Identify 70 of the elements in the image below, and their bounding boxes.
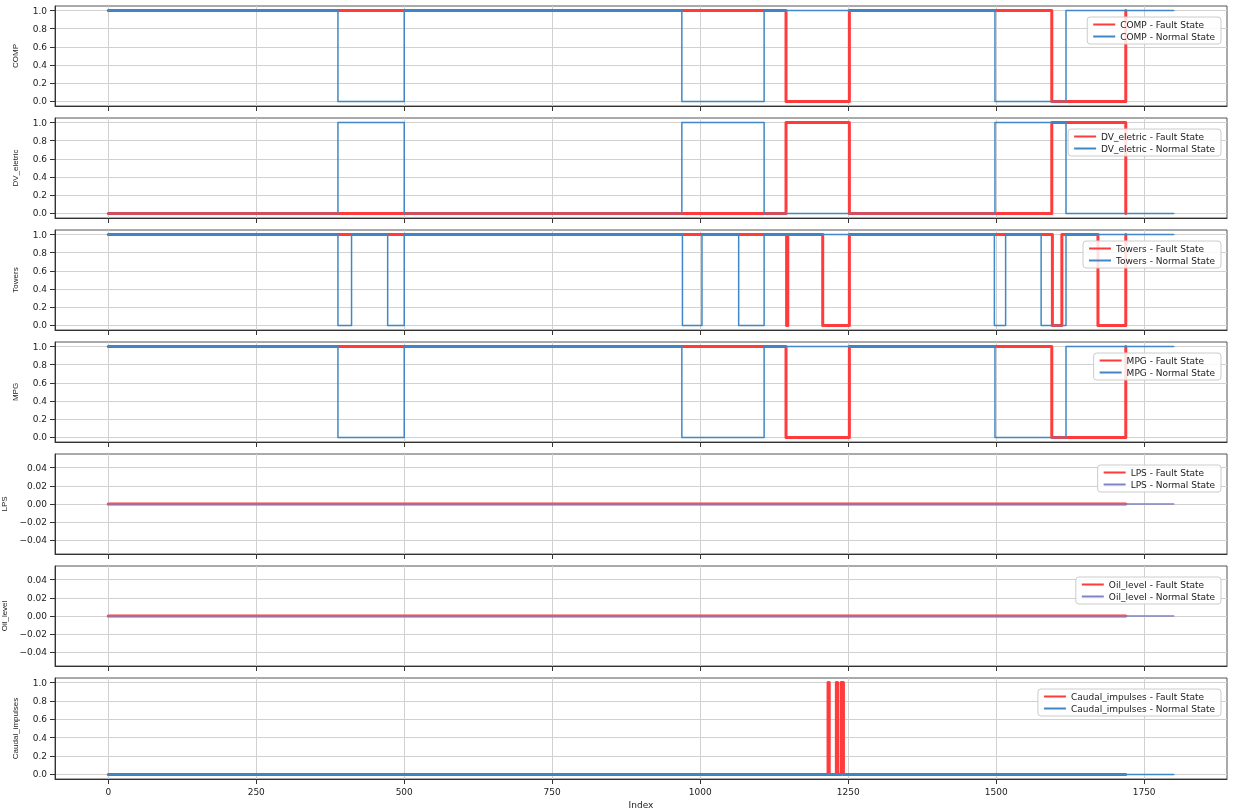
y-tick-label: 0.6 <box>32 377 48 388</box>
legend-label: LPS - Fault State <box>1130 467 1205 478</box>
y-tick-label: −0.02 <box>19 629 47 640</box>
x-tick-label: 1750 <box>1132 786 1156 797</box>
legend-label: DV_eletric - Normal State <box>1101 143 1216 154</box>
x-tick-label: 1250 <box>836 786 860 797</box>
legend-label: Towers - Normal State <box>1115 255 1216 266</box>
y-tick-label: 0.02 <box>26 592 47 603</box>
y-tick-label: 1.0 <box>32 677 48 688</box>
x-tick-label: 250 <box>247 786 266 797</box>
y-tick-label: 0.2 <box>32 751 47 762</box>
y-tick-label: 1.0 <box>32 117 48 128</box>
x-tick-label: 1500 <box>984 786 1008 797</box>
y-tick-label: 0.8 <box>32 247 48 258</box>
y-tick-label: 0.04 <box>26 574 48 585</box>
y-tick-label: 0.0 <box>32 208 48 219</box>
y-tick-label: 0.2 <box>32 190 47 201</box>
y-axis-title: Towers <box>10 267 20 293</box>
legend-label: MPG - Normal State <box>1126 367 1216 378</box>
y-axis-title: DV_eletric <box>10 149 20 187</box>
y-tick-label: 0.8 <box>32 23 48 34</box>
legend-label: LPS - Normal State <box>1130 479 1216 490</box>
legend-label: Oil_level - Normal State <box>1108 591 1216 602</box>
y-axis-title: LPS <box>0 496 10 512</box>
y-tick-label: 0.0 <box>32 432 48 443</box>
y-tick-label: 0.4 <box>32 284 48 295</box>
y-tick-label: 0.6 <box>32 265 48 276</box>
y-tick-label: 0.0 <box>32 769 48 780</box>
y-tick-label: 0.2 <box>32 414 47 425</box>
x-axis-title: Index <box>628 800 655 809</box>
y-tick-label: −0.04 <box>19 647 48 658</box>
y-tick-label: 1.0 <box>32 229 48 240</box>
legend-label: MPG - Fault State <box>1126 355 1205 366</box>
x-tick-label: 500 <box>395 786 414 797</box>
y-tick-label: 0.8 <box>32 359 48 370</box>
y-tick-label: 0.2 <box>32 302 47 313</box>
y-tick-label: 0.6 <box>32 41 48 52</box>
y-tick-label: 0.4 <box>32 60 48 71</box>
y-tick-label: −0.02 <box>19 517 47 528</box>
y-tick-label: 0.00 <box>26 611 48 621</box>
y-axis-title: MPG <box>10 382 20 402</box>
y-tick-label: 0.02 <box>26 480 47 491</box>
legend-label: Caudal_impulses - Fault State <box>1070 691 1205 702</box>
y-tick-label: 0.0 <box>32 96 48 107</box>
legend-label: COMP - Fault State <box>1120 19 1205 30</box>
y-tick-label: 0.8 <box>32 135 48 146</box>
legend-label: COMP - Normal State <box>1120 31 1216 42</box>
legend-label: Oil_level - Fault State <box>1108 579 1205 590</box>
y-tick-label: 0.4 <box>32 172 48 183</box>
y-tick-label: 0.04 <box>26 462 48 473</box>
x-tick-label: 0 <box>105 786 112 797</box>
legend-label: DV_eletric - Fault State <box>1101 131 1205 142</box>
y-tick-label: −0.04 <box>19 535 48 546</box>
y-tick-label: 0.6 <box>32 153 48 164</box>
legend-label: Towers - Fault State <box>1115 243 1205 254</box>
y-tick-label: 0.6 <box>32 714 48 725</box>
x-tick-label: 1000 <box>688 786 712 797</box>
y-tick-label: 1.0 <box>32 5 48 16</box>
y-tick-label: 0.8 <box>32 695 48 706</box>
y-axis-title: Oil_level <box>0 600 10 632</box>
y-tick-label: 0.0 <box>32 320 48 331</box>
y-axis-title: COMP <box>10 44 20 68</box>
x-tick-label: 750 <box>543 786 562 797</box>
y-tick-label: 0.2 <box>32 78 47 89</box>
y-axis-title: Caudal_impulses <box>10 697 20 760</box>
y-tick-label: 0.4 <box>32 732 48 743</box>
y-tick-label: 0.00 <box>26 499 48 509</box>
y-tick-label: 0.4 <box>32 396 48 407</box>
legend-label: Caudal_impulses - Normal State <box>1070 703 1216 714</box>
y-tick-label: 1.0 <box>32 341 48 352</box>
